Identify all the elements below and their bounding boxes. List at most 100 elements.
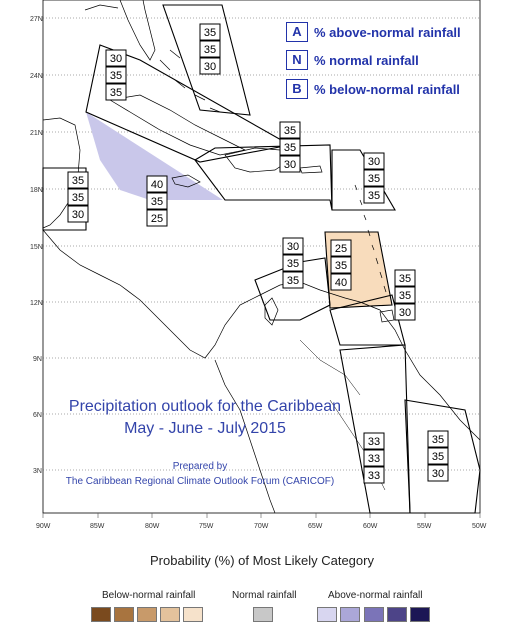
region-value-cell bbox=[282, 254, 304, 272]
legend-letter: B bbox=[286, 79, 308, 99]
region-box: 25 35 40 bbox=[330, 239, 352, 291]
region-value-cell bbox=[394, 269, 416, 287]
region-box: 40 35 25 bbox=[146, 175, 168, 227]
swatch-below-3 bbox=[137, 607, 157, 622]
category-above-label: Above-normal rainfall bbox=[328, 590, 423, 601]
region-box: 30 35 35 bbox=[363, 152, 385, 204]
swatch-above-1 bbox=[317, 607, 337, 622]
region-value-cell bbox=[363, 466, 385, 484]
category-below-label: Below-normal rainfall bbox=[102, 590, 196, 601]
organization: The Caribbean Regional Climate Outlook F… bbox=[65, 476, 335, 487]
region-boundaries bbox=[42, 4, 481, 514]
region-value-cell bbox=[363, 449, 385, 467]
lat-label: 6N bbox=[33, 412, 42, 419]
region-value-cell bbox=[330, 256, 352, 274]
region-value: 35 bbox=[204, 44, 216, 56]
region-value: 35 bbox=[399, 290, 411, 302]
region-value-cell bbox=[67, 205, 89, 223]
lon-label: 65W bbox=[308, 523, 323, 530]
region-value: 30 bbox=[204, 61, 216, 73]
region-value: 35 bbox=[284, 125, 296, 137]
region-box: 30 35 35 bbox=[282, 237, 304, 289]
region-value: 35 bbox=[399, 273, 411, 285]
region-box: 35 35 30 bbox=[199, 23, 221, 75]
legend-row-below: B % below-normal rainfall bbox=[286, 79, 460, 99]
region-value-cell bbox=[199, 40, 221, 58]
region-value-cell bbox=[279, 138, 301, 156]
swatch-normal bbox=[253, 607, 273, 622]
category-normal-label: Normal rainfall bbox=[232, 590, 297, 601]
probability-title: Probability (%) of Most Likely Category bbox=[150, 553, 374, 568]
below-normal-shaded-region bbox=[86, 112, 223, 200]
region-value: 30 bbox=[432, 468, 444, 480]
swatch-above-4 bbox=[387, 607, 407, 622]
region-value-cell bbox=[199, 57, 221, 75]
region-windward bbox=[324, 231, 393, 309]
lon-label: 85W bbox=[90, 523, 105, 530]
lon-labels: 90W 85W 80W 75W 70W 65W 60W 55W 50W bbox=[36, 523, 487, 530]
legend-letter: N bbox=[286, 50, 308, 70]
lon-label: 80W bbox=[145, 523, 160, 530]
region-value: 35 bbox=[110, 70, 122, 82]
region-box: 35 35 30 bbox=[427, 430, 449, 482]
legend-text: % above-normal rainfall bbox=[314, 24, 461, 40]
lon-label: 90W bbox=[36, 523, 51, 530]
region-bahamas-north bbox=[162, 4, 251, 116]
lat-label: 24N bbox=[30, 73, 43, 80]
region-value-cell bbox=[105, 49, 127, 67]
region-value-cell bbox=[363, 169, 385, 187]
title-line2: May - June - July 2015 bbox=[124, 420, 286, 437]
swatch-below-4 bbox=[160, 607, 180, 622]
region-box: 30 35 35 bbox=[105, 49, 127, 101]
lat-label: 3N bbox=[33, 468, 42, 475]
region-box: 35 35 30 bbox=[394, 269, 416, 321]
region-bahamas-south bbox=[85, 44, 292, 163]
lat-label: 21N bbox=[30, 130, 43, 137]
swatch-below-2 bbox=[114, 607, 134, 622]
region-value: 30 bbox=[110, 53, 122, 65]
swatch-below-5 bbox=[183, 607, 203, 622]
swatch-above-5 bbox=[410, 607, 430, 622]
region-value: 33 bbox=[368, 436, 380, 448]
coastlines bbox=[42, 0, 481, 514]
prepared-by: Prepared by bbox=[172, 461, 228, 472]
region-value: 35 bbox=[204, 27, 216, 39]
legend-row-normal: N % normal rainfall bbox=[286, 50, 419, 70]
region-value-cell bbox=[330, 273, 352, 291]
region-value: 35 bbox=[110, 87, 122, 99]
region-value: 30 bbox=[287, 241, 299, 253]
region-value-cell bbox=[279, 155, 301, 173]
region-value: 25 bbox=[335, 243, 347, 255]
region-value: 35 bbox=[72, 192, 84, 204]
region-belize bbox=[42, 167, 87, 231]
outlook-title: Precipitation outlook for the Caribbean … bbox=[0, 398, 410, 438]
region-value: 35 bbox=[432, 434, 444, 446]
legend-letter: A bbox=[286, 22, 308, 42]
lon-label: 75W bbox=[199, 523, 214, 530]
legend-row-above: A % above-normal rainfall bbox=[286, 22, 461, 42]
lon-label: 60W bbox=[363, 523, 378, 530]
region-value-cell bbox=[363, 152, 385, 170]
region-value-cell bbox=[363, 186, 385, 204]
lat-label: 15N bbox=[30, 244, 43, 251]
region-value: 33 bbox=[368, 453, 380, 465]
legend-text: % normal rainfall bbox=[314, 52, 419, 68]
region-value-cell bbox=[67, 188, 89, 206]
region-value-cell bbox=[146, 209, 168, 227]
region-value-cell bbox=[146, 175, 168, 193]
region-box: 35 35 30 bbox=[279, 121, 301, 173]
region-value-cell bbox=[282, 271, 304, 289]
region-value-cell bbox=[67, 171, 89, 189]
legend-text: % below-normal rainfall bbox=[314, 81, 460, 97]
lat-labels: 27N 24N 21N 18N 15N 12N 9N 6N 3N bbox=[30, 16, 43, 475]
lon-ticks bbox=[42, 513, 481, 518]
region-value: 30 bbox=[72, 209, 84, 221]
region-value-cell bbox=[146, 192, 168, 210]
region-value: 30 bbox=[368, 156, 380, 168]
lon-label: 55W bbox=[417, 523, 432, 530]
region-value: 35 bbox=[287, 258, 299, 270]
region-value-cell bbox=[330, 239, 352, 257]
region-value-cell bbox=[282, 237, 304, 255]
